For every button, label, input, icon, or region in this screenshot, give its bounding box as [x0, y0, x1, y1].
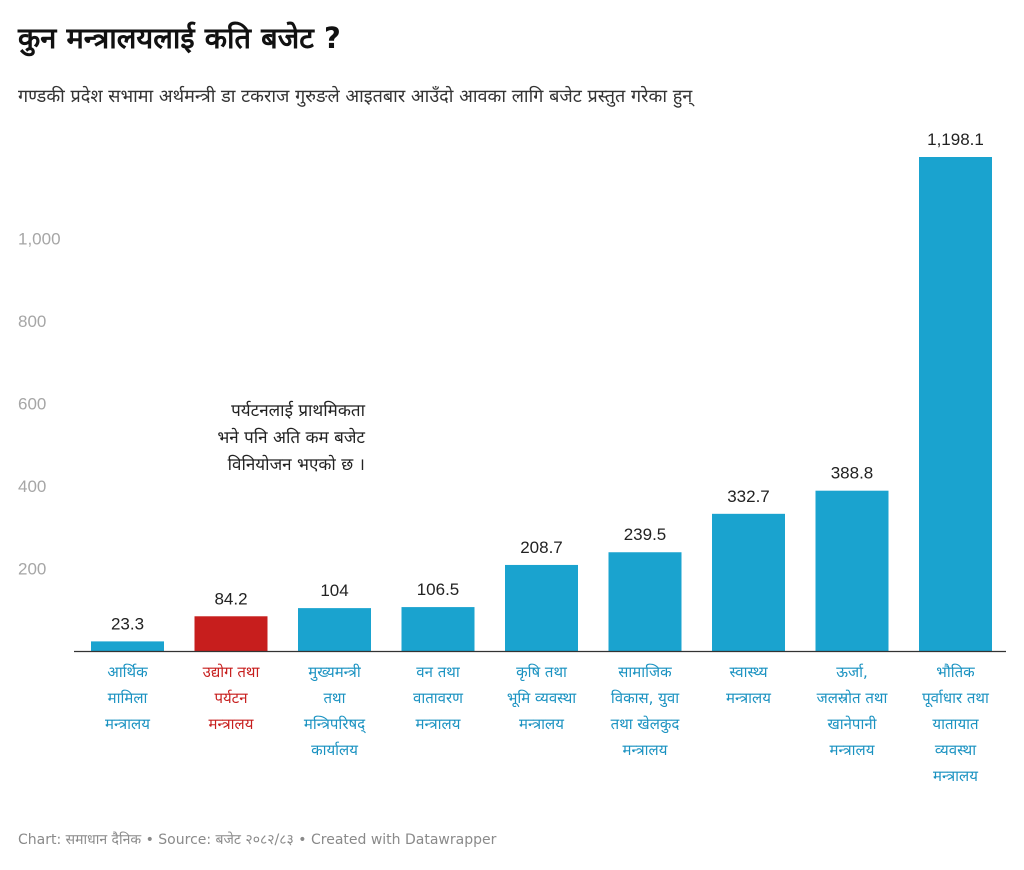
category-label: मुख्यमन्त्री तथा मन्त्रिपरिषद् कार्यालय: [283, 659, 387, 763]
category-label: सामाजिक विकास, युवा तथा खेलकुद मन्त्रालय: [593, 659, 697, 763]
category-label: स्वास्थ्य मन्त्रालय: [697, 659, 801, 711]
bar: [608, 552, 682, 651]
bar: [815, 490, 889, 651]
category-label-line: पर्यटन: [214, 689, 248, 707]
y-tick-label: 400: [18, 477, 46, 496]
category-label-line: मन्त्रालय: [519, 715, 564, 733]
bar-value-label: 208.7: [520, 538, 563, 557]
category-label-line: वातावरण: [413, 689, 463, 707]
category-label-line: खानेपानी: [827, 715, 877, 733]
category-label-line: मन्त्रालय: [829, 741, 875, 759]
bar-value-label: 388.8: [831, 464, 874, 483]
bar-value-label: 332.7: [727, 487, 770, 506]
category-label-line: स्वास्थ्य: [729, 663, 768, 681]
category-label-line: सामाजिक: [618, 663, 672, 681]
category-label: ऊर्जा, जलस्रोत तथा खानेपानी मन्त्रालय: [800, 659, 904, 763]
bar-value-label: 239.5: [624, 525, 667, 544]
category-label-line: विकास, युवा: [610, 689, 680, 707]
chart-title: कुन मन्त्रालयलाई कति बजेट ?: [18, 21, 341, 55]
category-label-line: मन्त्रालय: [415, 715, 461, 733]
category-label: आर्थिक मामिला मन्त्रालय: [76, 659, 180, 737]
category-label-line: मन्त्रालय: [726, 689, 771, 707]
chart-footer: Chart: समाधान दैनिक • Source: बजेट २०८२/…: [18, 832, 497, 848]
category-label-line: तथा खेलकुद: [610, 715, 680, 733]
bar-chart: 200 400 600 800 1,000 23.3 84.2 104 106.5 208.7 23…: [18, 130, 1006, 653]
category-label-line: तथा: [323, 689, 346, 707]
category-label-line: आर्थिक: [107, 663, 148, 681]
bar-value-label: 1,198.1: [927, 130, 984, 149]
category-label-line: यातायात: [932, 715, 979, 733]
category-label: वन तथा वातावरण मन्त्रालय: [386, 659, 490, 737]
category-label-line: पूर्वाधार तथा: [922, 689, 989, 707]
annotation-line: भने पनि अति कम बजेट: [217, 428, 365, 448]
y-tick-label: 200: [18, 560, 46, 579]
y-tick-label: 1,000: [18, 230, 61, 249]
category-label-line: भूमि व्यवस्था: [506, 689, 577, 707]
y-tick-label: 600: [18, 395, 46, 414]
category-label-line: व्यवस्था: [934, 741, 977, 759]
bar: [919, 157, 992, 651]
category-label-line: जलस्रोत तथा: [816, 689, 888, 707]
annotation-line: विनियोजन भएको छ ।: [227, 455, 365, 475]
category-label: भौतिक पूर्वाधार तथा यातायात व्यवस्था मन्त्रा…: [904, 659, 1008, 789]
bar: [91, 641, 164, 651]
category-label-line: मन्त्रालय: [105, 715, 150, 733]
bar-value-label: 104: [320, 581, 348, 600]
category-label-line: उद्योग तथा: [202, 663, 260, 681]
bar: [194, 616, 268, 651]
category-label: उद्योग तथा पर्यटन मन्त्रालय: [179, 659, 283, 737]
annotation-note: पर्यटनलाई प्राथमिकता भने पनि अति कम बजेट…: [150, 398, 365, 479]
category-label-line: मुख्यमन्त्री: [308, 663, 361, 681]
annotation-line: पर्यटनलाई प्राथमिकता: [231, 401, 365, 421]
bar: [712, 513, 785, 651]
category-label-line: मन्त्रालय: [933, 767, 978, 785]
bar: [298, 608, 371, 651]
category-label-line: मन्त्रालय: [622, 741, 668, 759]
category-label-line: वन तथा: [416, 663, 460, 681]
category-label-line: भौतिक: [936, 663, 975, 681]
bar-value-label: 106.5: [417, 580, 460, 599]
bar-value-label: 23.3: [111, 614, 144, 633]
bar: [401, 607, 475, 651]
category-label: कृषि तथा भूमि व्यवस्था मन्त्रालय: [490, 659, 594, 737]
category-label-line: कार्यालय: [311, 741, 358, 759]
category-label-line: ऊर्जा,: [836, 663, 868, 681]
category-label-line: मामिला: [107, 689, 148, 707]
chart-subtitle: गण्डकी प्रदेश सभामा अर्थमन्त्री डा टकराज…: [18, 86, 693, 107]
bar-value-label: 84.2: [214, 589, 247, 608]
category-label-line: मन्त्रिपरिषद्: [303, 715, 366, 733]
category-label-line: मन्त्रालय: [208, 715, 254, 733]
y-tick-label: 800: [18, 312, 46, 331]
category-label-line: कृषि तथा: [516, 663, 567, 681]
bar: [505, 564, 578, 651]
